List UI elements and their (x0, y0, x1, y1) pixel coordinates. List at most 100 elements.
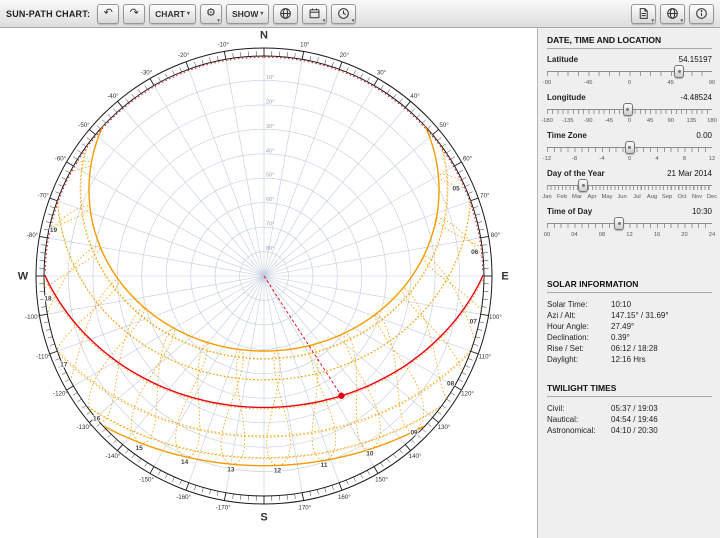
redo-button[interactable]: ↷ (123, 3, 146, 24)
slider-track-time-zone[interactable] (547, 141, 712, 155)
month-path-curves (44, 143, 484, 459)
svg-text:30°: 30° (266, 124, 274, 130)
slider-thumb[interactable] (674, 65, 685, 78)
svg-text:S: S (260, 512, 267, 524)
svg-text:50°: 50° (266, 173, 274, 179)
svg-text:-130°: -130° (77, 424, 92, 431)
toolbar: SUN-PATH CHART: ↶ ↷ CHART ▾ ⚙ ▾ SHOW ▾ ▾… (0, 0, 720, 28)
slider-value: 10:30 (691, 207, 712, 216)
undo-icon: ↶ (103, 7, 113, 19)
slider-thumb[interactable] (624, 141, 635, 154)
svg-text:-150°: -150° (139, 477, 154, 484)
hour-analemma-curves (44, 128, 483, 466)
svg-text:-20°: -20° (178, 52, 190, 59)
svg-text:19: 19 (50, 227, 58, 234)
info-value: 12:16 Hrs (611, 355, 646, 364)
slider-tick-label: Feb (557, 194, 567, 200)
export-button[interactable]: ▾ (631, 3, 656, 24)
svg-text:18: 18 (44, 295, 52, 302)
chart-menu-button[interactable]: CHART ▾ (149, 3, 196, 24)
slider-track-day-of-the-year[interactable] (547, 179, 712, 193)
undo-button[interactable]: ↶ (97, 3, 120, 24)
svg-text:07: 07 (470, 319, 478, 326)
globe-button[interactable] (273, 3, 299, 24)
slider-tick-label: 24 (708, 232, 716, 238)
horizon-rim (35, 47, 493, 505)
info-label: Civil: (547, 404, 565, 413)
slider-track-latitude[interactable] (547, 65, 712, 79)
chevron-down-icon: ▾ (351, 17, 355, 24)
svg-text:10°: 10° (300, 42, 310, 49)
svg-text:40°: 40° (266, 148, 274, 154)
chevron-down-icon: ▾ (186, 11, 190, 17)
slider-tick-label: Oct (677, 194, 687, 200)
svg-text:150°: 150° (375, 477, 388, 484)
svg-text:-60°: -60° (55, 156, 67, 163)
calendar-button[interactable]: ▾ (302, 3, 328, 24)
slider-thumb[interactable] (622, 103, 633, 116)
info-value: 05:37 / 19:03 (611, 404, 658, 413)
settings-button[interactable]: ⚙ ▾ (199, 3, 222, 24)
chart-menu-label: CHART (155, 8, 185, 19)
svg-text:-170°: -170° (216, 504, 231, 511)
slider-label: Time of Day (547, 207, 593, 216)
slider-block-longitude: Longitude -4.48524 -180 -135 -90 -45 0 45 90 135 1… (541, 93, 717, 127)
info-row: Civil: 05:37 / 19:03 (547, 403, 712, 414)
svg-text:80°: 80° (266, 246, 274, 252)
sun-marker[interactable] (338, 392, 345, 399)
gear-icon: ⚙ (206, 7, 216, 19)
slider-tick-label: 16 (653, 232, 661, 238)
current-day-night-path (44, 56, 484, 271)
altitude-azimuth-grid (44, 56, 484, 496)
svg-text:-100°: -100° (25, 314, 40, 321)
solar-info-list: Solar Time: 10:10 Azi / Alt: 147.15° / 31.6… (547, 299, 712, 365)
chart-area[interactable]: N 10° 20° 30° 40° 50° 60° 70° 80° E 100° 110° 120° 13… (0, 28, 537, 538)
azimuth-labels: N 10° 20° 30° 40° 50° 60° 70° 80° E 100° 110° 120° 13… (18, 30, 509, 524)
chevron-down-icon: ▾ (322, 17, 326, 24)
slider-block-time-of-day: Time of Day 10:30 00 04 08 12 16 20 24 (544, 207, 716, 241)
info-row: Hour Angle: 27.49° (547, 321, 712, 332)
info-row: Astronomical: 04:10 / 20:30 (547, 425, 712, 436)
show-menu-label: SHOW (231, 8, 259, 19)
slider-thumb[interactable] (614, 217, 625, 230)
clock-button[interactable]: ▾ (331, 3, 357, 24)
slider-tick-label: 45 (646, 118, 654, 124)
chevron-down-icon: ▾ (260, 11, 264, 17)
language-globe-button[interactable]: ▾ (660, 3, 685, 24)
info-row: Nautical: 04:54 / 19:46 (547, 414, 712, 425)
show-menu-button[interactable]: SHOW ▾ (225, 3, 270, 24)
section-header-twilight: TWILIGHT TIMES (547, 381, 712, 397)
svg-text:10: 10 (366, 451, 374, 458)
slider-value: 54.15197 (678, 55, 712, 64)
slider-tick-label: 04 (571, 232, 578, 238)
chevron-down-icon: ▾ (217, 17, 220, 24)
info-row: Azi / Alt: 147.15° / 31.69° (547, 310, 712, 321)
svg-text:-140°: -140° (106, 453, 121, 460)
sunpath-svg[interactable]: N 10° 20° 30° 40° 50° 60° 70° 80° E 100° 110° 120° 13… (0, 28, 537, 538)
slider-tick-label: Jan (542, 194, 552, 200)
main-content: N 10° 20° 30° 40° 50° 60° 70° 80° E 100° 110° 120° 13… (0, 28, 720, 538)
info-button[interactable] (689, 3, 714, 24)
slider-tick-label: -90 (584, 118, 593, 124)
slider-tick-label: Aug (646, 194, 658, 200)
svg-text:08: 08 (447, 381, 455, 388)
twilight-list: Civil: 05:37 / 19:03 Nautical: 04:54 / 19:4… (547, 403, 712, 436)
toolbar-left: SUN-PATH CHART: ↶ ↷ CHART ▾ ⚙ ▾ SHOW ▾ ▾… (6, 3, 357, 24)
slider-track-time-of-day[interactable] (547, 217, 712, 231)
slider-tick-label: 0 (627, 80, 632, 86)
info-row: Rise / Set: 06:12 / 18:28 (547, 343, 712, 354)
slider-tick-label: -8 (571, 156, 578, 162)
slider-track-longitude[interactable] (547, 103, 712, 117)
slider-block-latitude: Latitude 54.15197 -90 -45 0 45 90 (543, 55, 715, 89)
svg-text:130°: 130° (438, 424, 451, 431)
slider-value: 0.00 (696, 131, 712, 140)
slider-list: Latitude 54.15197 -90 -45 0 45 90 Longitude -4.4… (541, 55, 717, 241)
slider-value: 21 Mar 2014 (667, 169, 712, 178)
globe-icon (666, 7, 679, 20)
info-row: Declination: 0.39° (547, 332, 712, 343)
info-value: 06:12 / 18:28 (611, 344, 658, 353)
svg-text:50°: 50° (439, 122, 449, 129)
svg-text:05: 05 (452, 185, 460, 192)
slider-thumb[interactable] (578, 179, 589, 192)
side-panel: DATE, TIME AND LOCATION Latitude 54.15197… (537, 28, 720, 538)
